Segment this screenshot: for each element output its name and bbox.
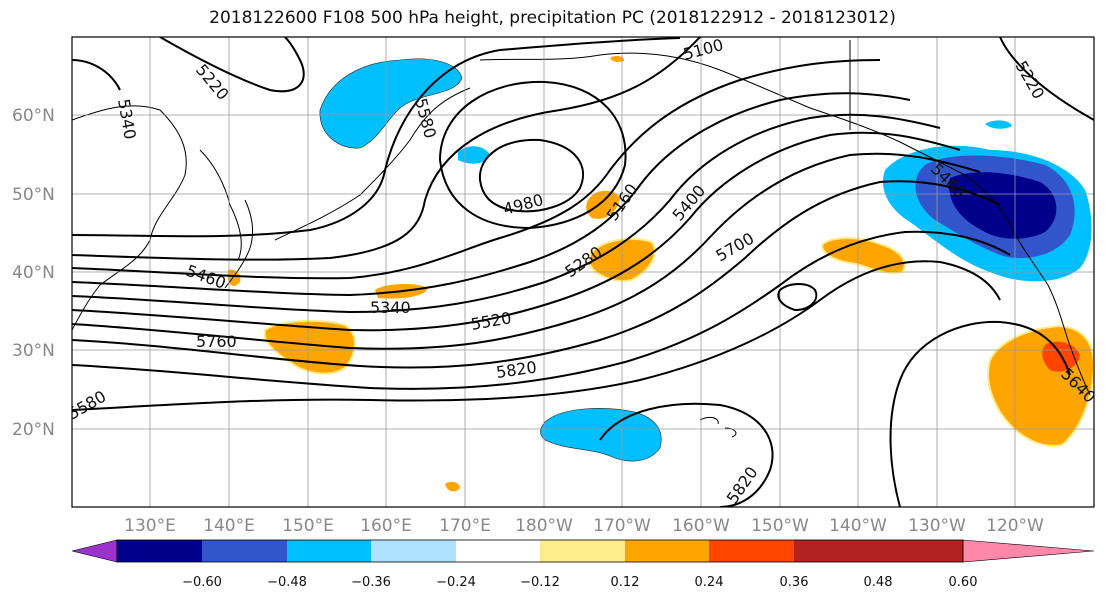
colorbar-segment: [456, 540, 540, 562]
contour-label: 5100: [681, 35, 725, 64]
contour-label: 5340: [114, 97, 140, 140]
lon-tick-label: 150°W: [751, 516, 809, 536]
colorbar-tick-label: −0.12: [520, 575, 560, 590]
precip-negative-patch: [319, 58, 463, 149]
lat-tick-label: 50°N: [12, 185, 55, 205]
lon-tick-label: 170°E: [439, 516, 491, 536]
lat-tick-label: 20°N: [12, 420, 55, 440]
lat-tick-label: 60°N: [12, 106, 55, 126]
lon-tick-label: 150°E: [282, 516, 334, 536]
lon-tick-label: 130°E: [124, 516, 176, 536]
precip-positive-patch: [820, 237, 906, 274]
precip-negative-patch: [985, 120, 1012, 129]
lon-tick-label: 120°W: [986, 516, 1044, 536]
precip-negative-patch: [458, 146, 490, 164]
map-frame: [71, 36, 1095, 508]
colorbar-tick-label: −0.36: [351, 575, 391, 590]
contour-label: 5220: [1012, 58, 1049, 103]
contour-label: 5700: [713, 229, 758, 266]
precip-positive-patch: [263, 319, 356, 375]
lon-tick-labels: 130°E 140°E 150°E 160°E 170°E 180°W 170°…: [124, 516, 1044, 536]
map-title: 2018122600 F108 500 hPa height, precipit…: [209, 8, 896, 28]
lat-tick-label: 30°N: [12, 341, 55, 361]
colorbar-segment: [625, 540, 709, 562]
lon-tick-label: 140°E: [203, 516, 255, 536]
precip-positive-patch: [445, 481, 460, 492]
colorbar-tick-label: −0.24: [436, 575, 476, 590]
lon-tick-label: 140°W: [829, 516, 887, 536]
colorbar-segment: [878, 540, 963, 562]
colorbar-tick-label: −0.48: [267, 575, 307, 590]
colorbar-segment: [371, 540, 456, 562]
colorbar-segment: [202, 540, 287, 562]
colorbar-segment: [287, 540, 371, 562]
colorbar: −0.60 −0.48 −0.36 −0.24 −0.12 0.12 0.24 …: [71, 539, 1095, 590]
lat-tick-label: 40°N: [12, 263, 55, 283]
colorbar-tick-label: 0.48: [864, 575, 893, 590]
colorbar-tick-label: 0.36: [780, 575, 809, 590]
contour-label: 5760: [196, 332, 237, 351]
colorbar-tick-label: 0.24: [695, 575, 724, 590]
lon-tick-label: 160°W: [672, 516, 730, 536]
colorbar-tick-label: −0.60: [182, 575, 222, 590]
contour-label: 5340: [370, 298, 411, 317]
lon-tick-label: 180°W: [515, 516, 573, 536]
height-contours: [72, 37, 1094, 507]
contour-label: 5580: [65, 387, 110, 424]
colorbar-tick-label: 0.60: [949, 575, 978, 590]
precip-positive-patch: [227, 269, 241, 286]
precip-negative-patch: [540, 408, 662, 462]
contour-label: 5220: [192, 60, 233, 103]
colorbar-extend-high: [962, 539, 1095, 563]
colorbar-segment: [540, 540, 625, 562]
colorbar-tick-label: 0.12: [611, 575, 640, 590]
lon-tick-label: 130°W: [908, 516, 966, 536]
lat-tick-labels: 60°N 50°N 40°N 30°N 20°N: [12, 106, 55, 440]
precip-patches: [227, 55, 1094, 492]
graticule: [72, 37, 1094, 507]
colorbar-segment: [117, 540, 202, 562]
contour-label: 5820: [723, 463, 762, 507]
precip-positive-patch: [610, 55, 625, 62]
contour-label: 5520: [469, 308, 512, 334]
colorbar-segment: [709, 540, 794, 562]
precip-negative-patch: [949, 172, 1057, 239]
contour-label: 5580: [411, 96, 440, 140]
lon-tick-label: 160°E: [360, 516, 412, 536]
colorbar-segment: [794, 540, 878, 562]
precip-positive-patch: [586, 190, 620, 219]
colorbar-extend-low: [71, 539, 118, 563]
lon-tick-label: 170°W: [593, 516, 651, 536]
